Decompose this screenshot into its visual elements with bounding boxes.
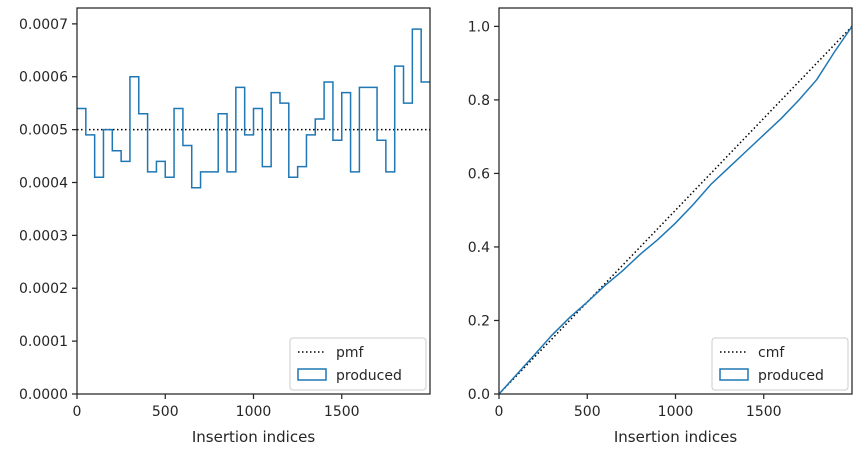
y-tick-label: 0.0001 — [19, 334, 68, 350]
y-tick-label: 0.0000 — [19, 387, 68, 403]
x-axis-label: Insertion indices — [614, 428, 737, 446]
x-tick-label: 0 — [495, 404, 504, 420]
series-line-produced — [498, 25, 853, 395]
series-line-produced — [77, 28, 430, 189]
plot-frame — [76, 7, 431, 395]
x-tick-label: 500 — [574, 404, 601, 420]
y-tick-label: 0.8 — [468, 93, 490, 109]
legend-label-cmf: cmf — [758, 345, 785, 361]
x-tick-label: 1500 — [324, 404, 360, 420]
y-tick-label: 0.4 — [468, 240, 490, 256]
legend-label-produced: produced — [758, 368, 824, 384]
y-tick-label: 0.0003 — [19, 228, 68, 244]
x-tick-label: 500 — [152, 404, 179, 420]
y-tick-label: 0.0 — [468, 387, 490, 403]
x-tick-label: 1500 — [746, 404, 782, 420]
x-tick-label: 1000 — [236, 404, 272, 420]
y-tick-label: 0.2 — [468, 313, 490, 329]
pmf-histogram-panel: 0 500 1000 1500 Insertion indices 0.0000 0.000… — [19, 7, 431, 446]
x-tick-label: 1000 — [658, 404, 694, 420]
legend-swatch-produced — [297, 368, 327, 381]
y-tick-label: 0.0004 — [19, 175, 68, 191]
y-tick-label: 0.0006 — [19, 70, 68, 86]
legend-box — [289, 337, 427, 391]
series-line-cmf — [498, 25, 853, 395]
legend-label-pmf: pmf — [336, 345, 365, 361]
legend-box — [711, 337, 849, 391]
y-tick-label: 0.0007 — [19, 17, 68, 33]
x-axis-label: Insertion indices — [192, 428, 315, 446]
cmf-line-panel: 0 500 1000 1500 Insertion indices 0.0 0.2 0.4 0.… — [468, 7, 853, 446]
x-tick-label: 0 — [73, 404, 82, 420]
legend-swatch-produced — [719, 368, 749, 381]
legend-label-produced: produced — [336, 368, 402, 384]
y-tick-label: 0.0005 — [19, 123, 68, 139]
y-tick-label: 1.0 — [468, 19, 490, 35]
y-tick-label: 0.6 — [468, 166, 490, 182]
y-tick-label: 0.0002 — [19, 281, 68, 297]
